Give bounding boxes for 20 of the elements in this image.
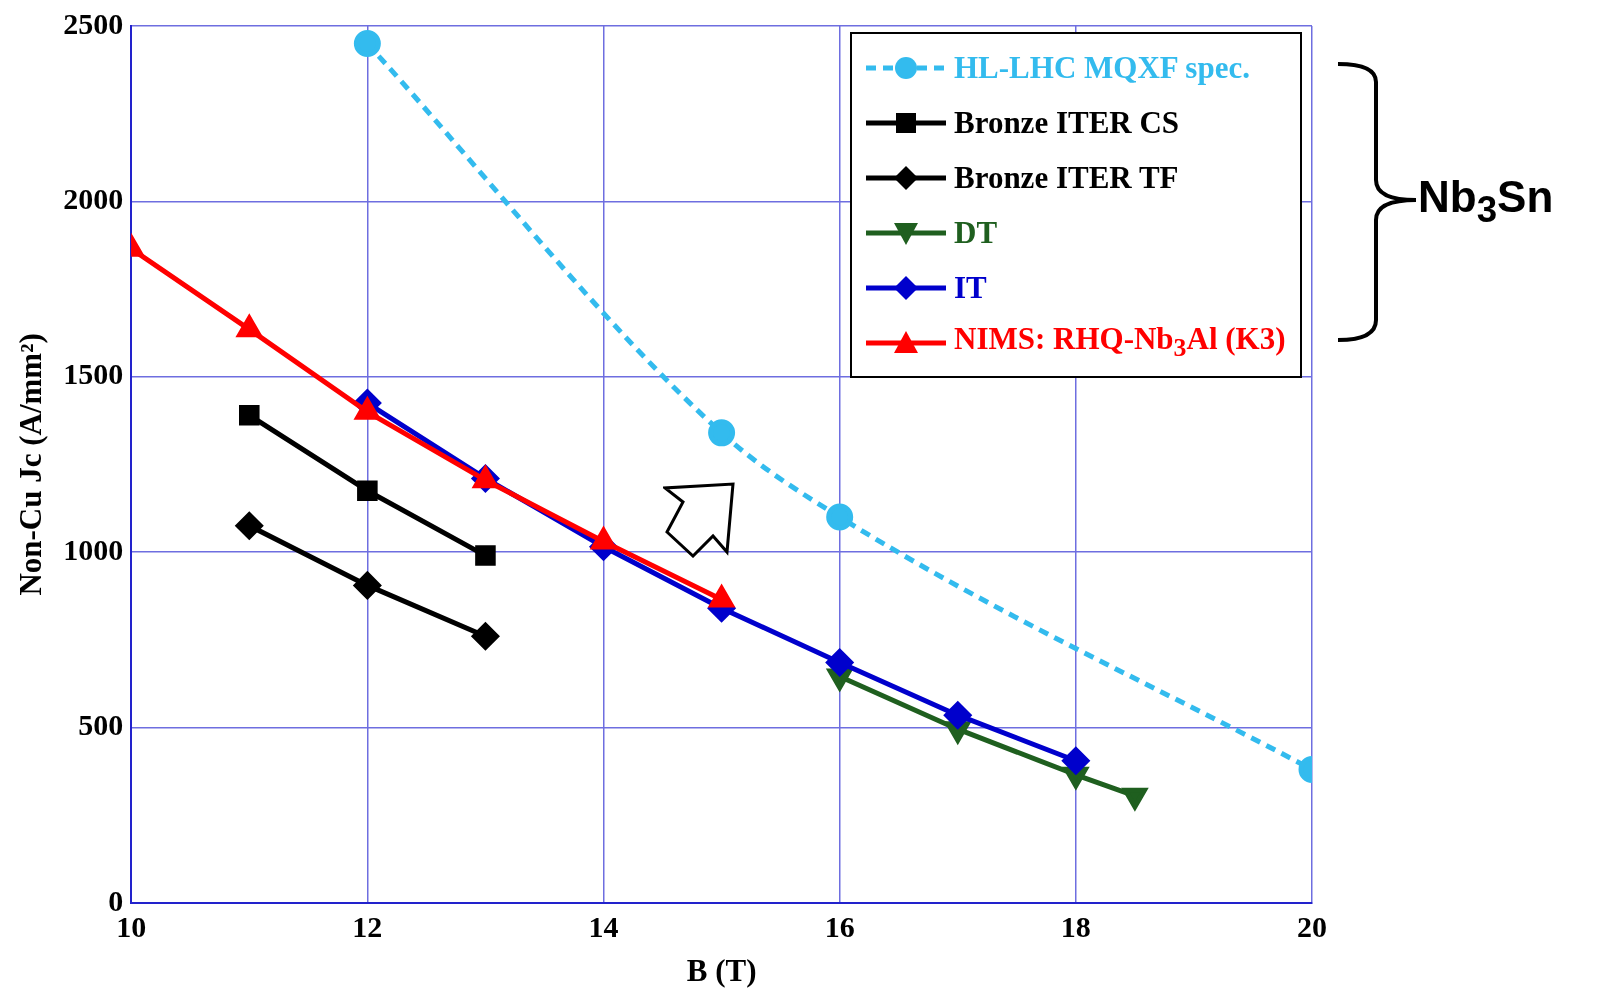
x-tick-label: 18	[1060, 909, 1091, 943]
y-tick-label: 500	[78, 708, 124, 742]
legend-label: Bronze ITER TF	[954, 159, 1179, 196]
legend-label: IT	[954, 269, 987, 306]
x-tick-label: 14	[588, 909, 619, 943]
y-tick-label: 0	[108, 883, 124, 917]
y-tick-label: 1500	[63, 357, 124, 391]
y-tick-label: 2500	[63, 6, 124, 40]
x-tick-label: 20	[1297, 909, 1327, 943]
y-tick-label: 2000	[63, 182, 124, 216]
legend-label: HL-LHC MQXF spec.	[954, 49, 1250, 86]
legend-label: DT	[954, 214, 998, 251]
text: Nb$_{3}$Sn	[1418, 172, 1554, 231]
x-axis-title: B (T)	[686, 953, 757, 989]
y-tick-label: 1000	[63, 532, 124, 566]
x-tick-label: 16	[824, 909, 855, 943]
y-axis-title: Non-Cu Jc (A/mm²)	[12, 333, 48, 596]
x-tick-label: 12	[352, 909, 383, 943]
legend-label: Bronze ITER CS	[954, 104, 1180, 141]
legend-label: NIMS: RHQ-Nb$_{3}$Al (K3)	[954, 321, 1286, 364]
